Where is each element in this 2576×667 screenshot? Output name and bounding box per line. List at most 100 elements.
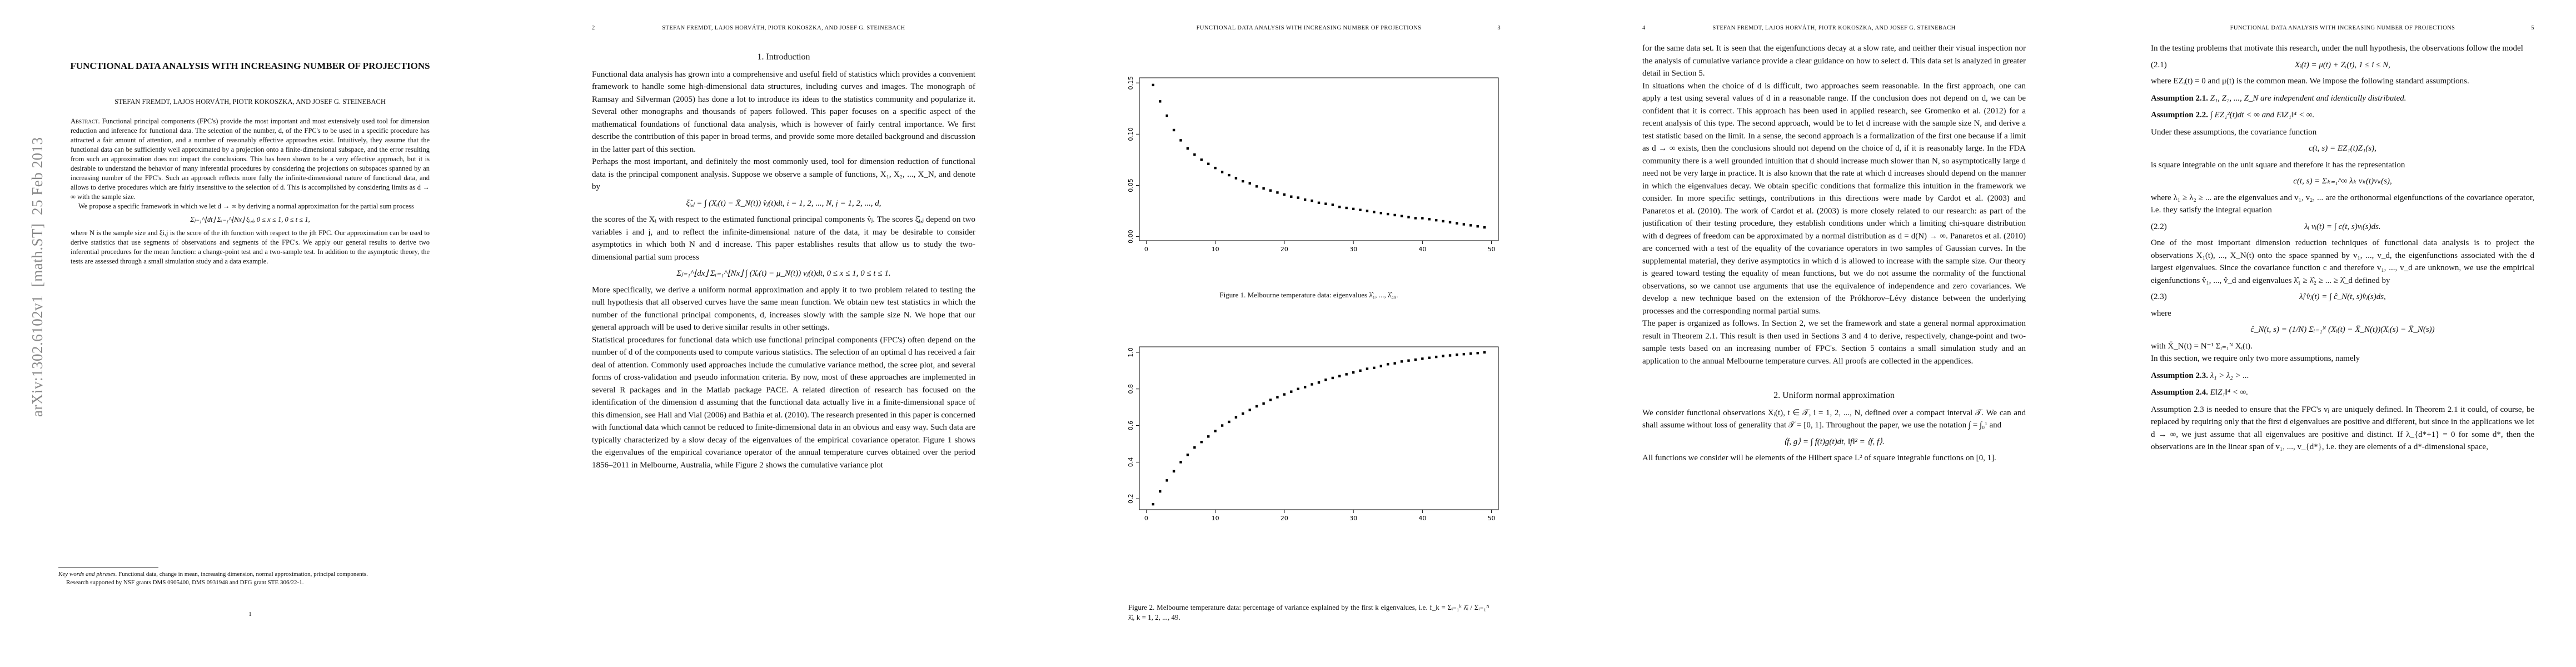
data-point — [1476, 225, 1479, 228]
data-point — [1442, 220, 1444, 223]
section-heading: 1. Introduction — [757, 52, 810, 62]
abstract-label: Abstract. — [71, 117, 100, 125]
paragraph: The paper is organized as follows. In Se… — [1642, 319, 2026, 366]
paragraph: where — [2151, 308, 2171, 318]
data-point — [1448, 354, 1452, 357]
data-point — [1200, 440, 1203, 444]
paragraph: Under these assumptions, the covariance … — [2151, 127, 2317, 137]
paragraph: Assumption 2.3 is needed to ensure that … — [2151, 405, 2534, 452]
data-point — [1303, 386, 1307, 389]
x-tick-label: 0 — [1144, 246, 1148, 253]
page-body: In the testing problems that motivate th… — [2151, 42, 2534, 454]
x-tick-label: 10 — [1212, 515, 1219, 522]
paragraph: Functional data analysis has grown into … — [592, 69, 975, 154]
data-point — [1214, 166, 1217, 170]
data-point — [1483, 226, 1486, 229]
plot-frame — [1139, 77, 1499, 241]
y-tick-label: 0.05 — [1127, 178, 1134, 192]
assumption-text: λ₁ > λ₂ > ... — [2210, 371, 2249, 380]
data-point — [1186, 454, 1189, 456]
data-point — [1276, 396, 1279, 399]
data-point — [1228, 173, 1230, 177]
assumption-text: Z₁, Z₂, ..., Z_N are independent and ide… — [2210, 93, 2406, 103]
paragraph: Statistical procedures for functional da… — [592, 335, 975, 470]
equation: Σⱼ₌₁^⌊dx⌋ Σᵢ₌₁^⌊Nx⌋ ∫ (Xᵢ(t) − μ_N(t)) v… — [676, 269, 891, 278]
data-point — [1345, 373, 1348, 376]
data-point — [1242, 180, 1244, 183]
assumption-label: Assumption 2.4. — [2151, 388, 2208, 397]
x-tick-label: 50 — [1488, 246, 1496, 253]
page-number: 5 — [2531, 25, 2534, 31]
footnote-rule — [58, 567, 158, 568]
assumption: Assumption 2.3. λ₁ > λ₂ > ... — [2151, 370, 2534, 382]
data-point — [1373, 366, 1376, 370]
paragraph: All functions we consider will be elemen… — [1642, 454, 1996, 462]
page-body: for the same data set. It is seen that t… — [1642, 42, 2026, 465]
paragraph: with X̄_N(t) = N⁻¹ Σᵢ₌₁ᴺ Xᵢ(t). — [2151, 341, 2253, 351]
data-point — [1242, 412, 1244, 415]
data-point — [1297, 196, 1299, 199]
data-point — [1442, 355, 1444, 357]
equation: (2.1) Xᵢ(t) = μ(t) + Zᵢ(t), 1 ≤ i ≤ N, — [2151, 59, 2534, 72]
data-point — [1469, 352, 1472, 355]
page-number: 3 — [1497, 25, 1501, 31]
equation: ⟨f, g⟩ = ∫ f(t)g(t)dt, ‖f‖² = ⟨f, f⟩. — [1783, 437, 1885, 446]
assumption-text: E‖Z₁‖⁴ < ∞. — [2210, 388, 2249, 397]
keywords: Key words and phrases. Functional data, … — [58, 570, 442, 579]
data-point — [1324, 379, 1327, 381]
paragraph: is square integrable on the unit square … — [2151, 160, 2405, 170]
data-point — [1228, 420, 1230, 424]
data-point — [1283, 193, 1286, 196]
data-point — [1165, 479, 1168, 482]
data-point — [1352, 371, 1355, 374]
page: FUNCTIONAL DATA ANALYSIS WITH INCREASING… — [1117, 0, 1501, 667]
page-number: 2 — [592, 25, 595, 31]
data-point — [1220, 171, 1224, 173]
equation-expr: λᵢ vᵢ(t) = ∫ c(t, s)vᵢ(s)ds. — [2304, 222, 2381, 231]
data-point — [1393, 213, 1396, 217]
data-point — [1290, 390, 1293, 393]
data-point — [1366, 367, 1369, 370]
data-point — [1387, 212, 1389, 216]
authors: STEFAN FREMDT, LAJOS HORVÁTH, PIOTR KOKO… — [114, 98, 386, 106]
data-point — [1366, 210, 1369, 212]
plot-frame — [1139, 346, 1499, 510]
equation-number: (2.2) — [2151, 222, 2167, 231]
abstract-paragraph: where N is the sample size and ξi,j is t… — [71, 229, 430, 265]
paragraph: the scores of the Xᵢ with respect to the… — [592, 215, 975, 262]
abstract: Abstract. Functional principal component… — [71, 117, 430, 266]
data-point — [1428, 356, 1431, 359]
equation-expr: Xᵢ(t) = μ(t) + Zᵢ(t), 1 ≤ i ≤ N, — [2295, 60, 2390, 69]
data-point — [1469, 224, 1472, 227]
data-point — [1428, 218, 1431, 221]
assumption: Assumption 2.1. Z₁, Z₂, ..., Z_N are ind… — [2151, 92, 2534, 105]
running-head: FUNCTIONAL DATA ANALYSIS WITH INCREASING… — [2151, 22, 2534, 35]
data-point — [1324, 202, 1327, 205]
data-point — [1276, 191, 1279, 194]
running-head: 2 STEFAN FREMDT, LAJOS HORVÁTH, PIOTR KOK… — [592, 22, 975, 35]
data-point — [1311, 383, 1313, 386]
data-point — [1421, 357, 1424, 360]
data-point — [1193, 153, 1196, 156]
paragraph: In the testing problems that motivate th… — [2151, 44, 2523, 53]
data-point — [1400, 215, 1403, 217]
page: FUNCTIONAL DATA ANALYSIS WITH INCREASING… — [2151, 0, 2534, 667]
data-point — [1255, 405, 1258, 408]
data-point — [1303, 198, 1307, 201]
data-point — [1359, 208, 1362, 211]
equation-number: (2.3) — [2151, 292, 2167, 301]
data-point — [1179, 461, 1182, 464]
paragraph: We consider functional observations Xᵢ(t… — [1642, 408, 2026, 430]
data-point — [1331, 203, 1334, 206]
running-head: 4 STEFAN FREMDT, LAJOS HORVÁTH, PIOTR KOK… — [1642, 22, 2026, 35]
data-point — [1193, 446, 1196, 449]
figure-plot: 0 10 20 30 40 50 0.00 0.05 0.10 0.15 — [1127, 76, 1499, 253]
y-tick-label: 0.2 — [1127, 494, 1134, 504]
running-head-text: FUNCTIONAL DATA ANALYSIS WITH INCREASING… — [1196, 25, 1422, 31]
page-body: 1. Introduction Functional data analysis… — [592, 44, 975, 471]
data-point — [1331, 376, 1334, 380]
paragraph: where λ₁ ≥ λ₂ ≥ ... are the eigenvalues … — [2151, 193, 2534, 215]
data-point — [1462, 223, 1466, 226]
data-point — [1152, 502, 1155, 506]
running-head-text: FUNCTIONAL DATA ANALYSIS WITH INCREASING… — [2230, 25, 2455, 31]
